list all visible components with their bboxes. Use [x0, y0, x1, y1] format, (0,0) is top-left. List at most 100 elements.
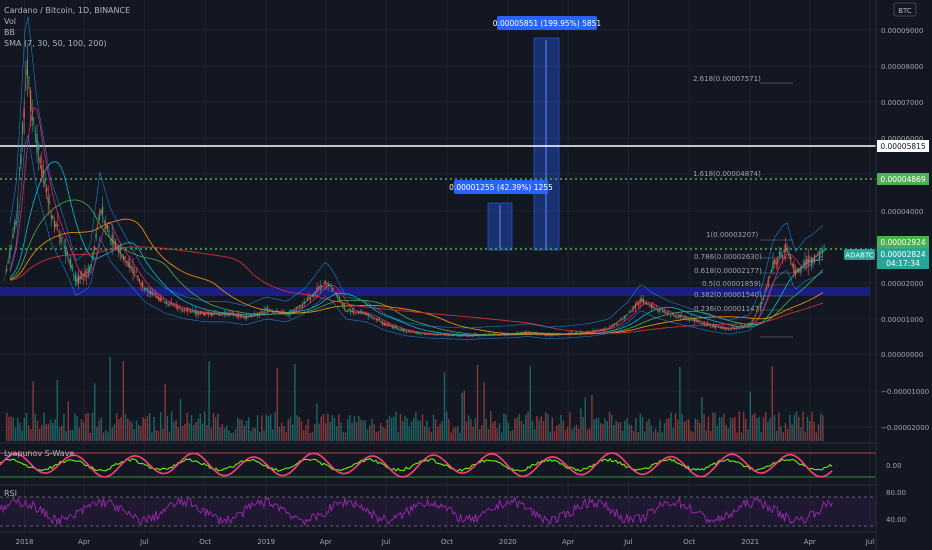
candle-body	[594, 330, 596, 332]
volume-bar	[747, 429, 749, 441]
candle-body	[145, 288, 147, 291]
volume-bar	[166, 415, 168, 441]
volume-bar	[160, 412, 162, 441]
volume-bar	[228, 430, 230, 441]
candle-body	[457, 334, 459, 337]
candle-body	[10, 244, 12, 246]
volume-bar	[168, 431, 171, 441]
candle-body	[812, 257, 814, 263]
volume-bar	[762, 417, 765, 441]
candle-body	[642, 298, 644, 304]
candle-body	[367, 313, 369, 317]
volume-bar	[593, 419, 595, 441]
candle-body	[726, 328, 728, 330]
candle-body	[450, 334, 452, 336]
currency-badge-text: BTC	[898, 7, 912, 15]
volume-bar	[567, 426, 569, 441]
candle-body	[665, 312, 667, 314]
candle-body	[154, 293, 156, 296]
candle-body	[690, 318, 692, 320]
volume-bar	[437, 426, 439, 441]
measure-label-bg-small	[454, 180, 548, 194]
candle-body	[207, 311, 209, 315]
candle-body	[497, 333, 499, 336]
volume-bar	[600, 423, 602, 441]
candle-body	[290, 312, 292, 314]
candle-body	[601, 329, 603, 331]
indicator-sma[interactable]: SMA (7, 30, 50, 100, 200)	[4, 39, 107, 48]
candle-body	[468, 335, 470, 337]
candle-body	[217, 313, 219, 315]
candle-body	[598, 330, 600, 332]
candle-body	[393, 325, 395, 329]
candle-body	[545, 335, 547, 337]
symbol-title[interactable]: Cardano / Bitcoin, 1D, BINANCE	[4, 6, 130, 15]
price-series[interactable]	[3, 42, 825, 338]
volume-bar	[296, 415, 298, 441]
candle-body	[769, 276, 771, 278]
volume-bar	[661, 432, 663, 441]
indicator-bb[interactable]: BB	[4, 28, 15, 37]
volume-bar	[305, 425, 307, 441]
volume-bar	[96, 427, 98, 441]
volume-bar	[45, 424, 47, 441]
price-axis[interactable]	[876, 0, 932, 550]
candle-body	[772, 261, 774, 269]
candle-body	[695, 319, 697, 321]
candle-body	[199, 311, 201, 315]
volume-bar	[107, 432, 109, 441]
y-tick-label: 0.00002000	[881, 280, 923, 288]
candle-body	[764, 295, 766, 296]
volume-bar	[518, 414, 520, 441]
indicator-vol[interactable]: Vol	[4, 17, 16, 26]
candle-body	[287, 312, 289, 315]
candle-body	[140, 284, 142, 286]
candle-body	[274, 312, 276, 314]
candle-body	[340, 301, 342, 302]
candle-body	[292, 309, 294, 312]
volume-bar	[430, 431, 432, 441]
volume-bar	[736, 432, 738, 441]
volume-bar	[300, 421, 303, 441]
volume-bar	[146, 415, 149, 441]
volume-bar	[358, 416, 360, 441]
candle-body	[481, 335, 483, 337]
candle-body	[644, 303, 646, 305]
moving-average-line	[9, 199, 824, 336]
volume-bar	[67, 401, 69, 441]
price-tag-green-upper-text: 0.00004869	[880, 175, 926, 184]
volume-bar	[718, 417, 721, 441]
candle-body	[310, 298, 312, 300]
candle-body	[71, 265, 73, 270]
candle-body	[303, 301, 305, 304]
candle-body	[102, 206, 104, 214]
candle-body	[575, 331, 577, 334]
candle-body	[578, 332, 580, 334]
rsi-band	[0, 497, 876, 526]
volume-bar	[580, 408, 582, 441]
volume-bar	[243, 425, 245, 441]
volume-bar	[560, 414, 562, 441]
candle-body	[322, 286, 324, 287]
volume-bar	[197, 418, 199, 441]
currency-badge[interactable]	[893, 2, 917, 17]
candle-body	[284, 312, 286, 314]
candle-body	[780, 252, 782, 258]
candle-body	[178, 305, 180, 308]
volume-bar	[384, 428, 386, 441]
volume-bar	[732, 418, 734, 441]
candle-body	[766, 287, 768, 290]
volume-bar	[793, 414, 795, 441]
moving-average-line	[9, 161, 824, 336]
candle-body	[548, 334, 550, 336]
candle-body	[446, 334, 448, 336]
candle-body	[444, 334, 446, 336]
candle-body	[20, 154, 22, 165]
candle-body	[156, 296, 158, 298]
volume-bar	[650, 425, 652, 441]
candle-body	[138, 278, 140, 282]
volume-bar	[672, 427, 674, 441]
volume-bar	[520, 420, 523, 441]
candle-body	[681, 315, 683, 317]
